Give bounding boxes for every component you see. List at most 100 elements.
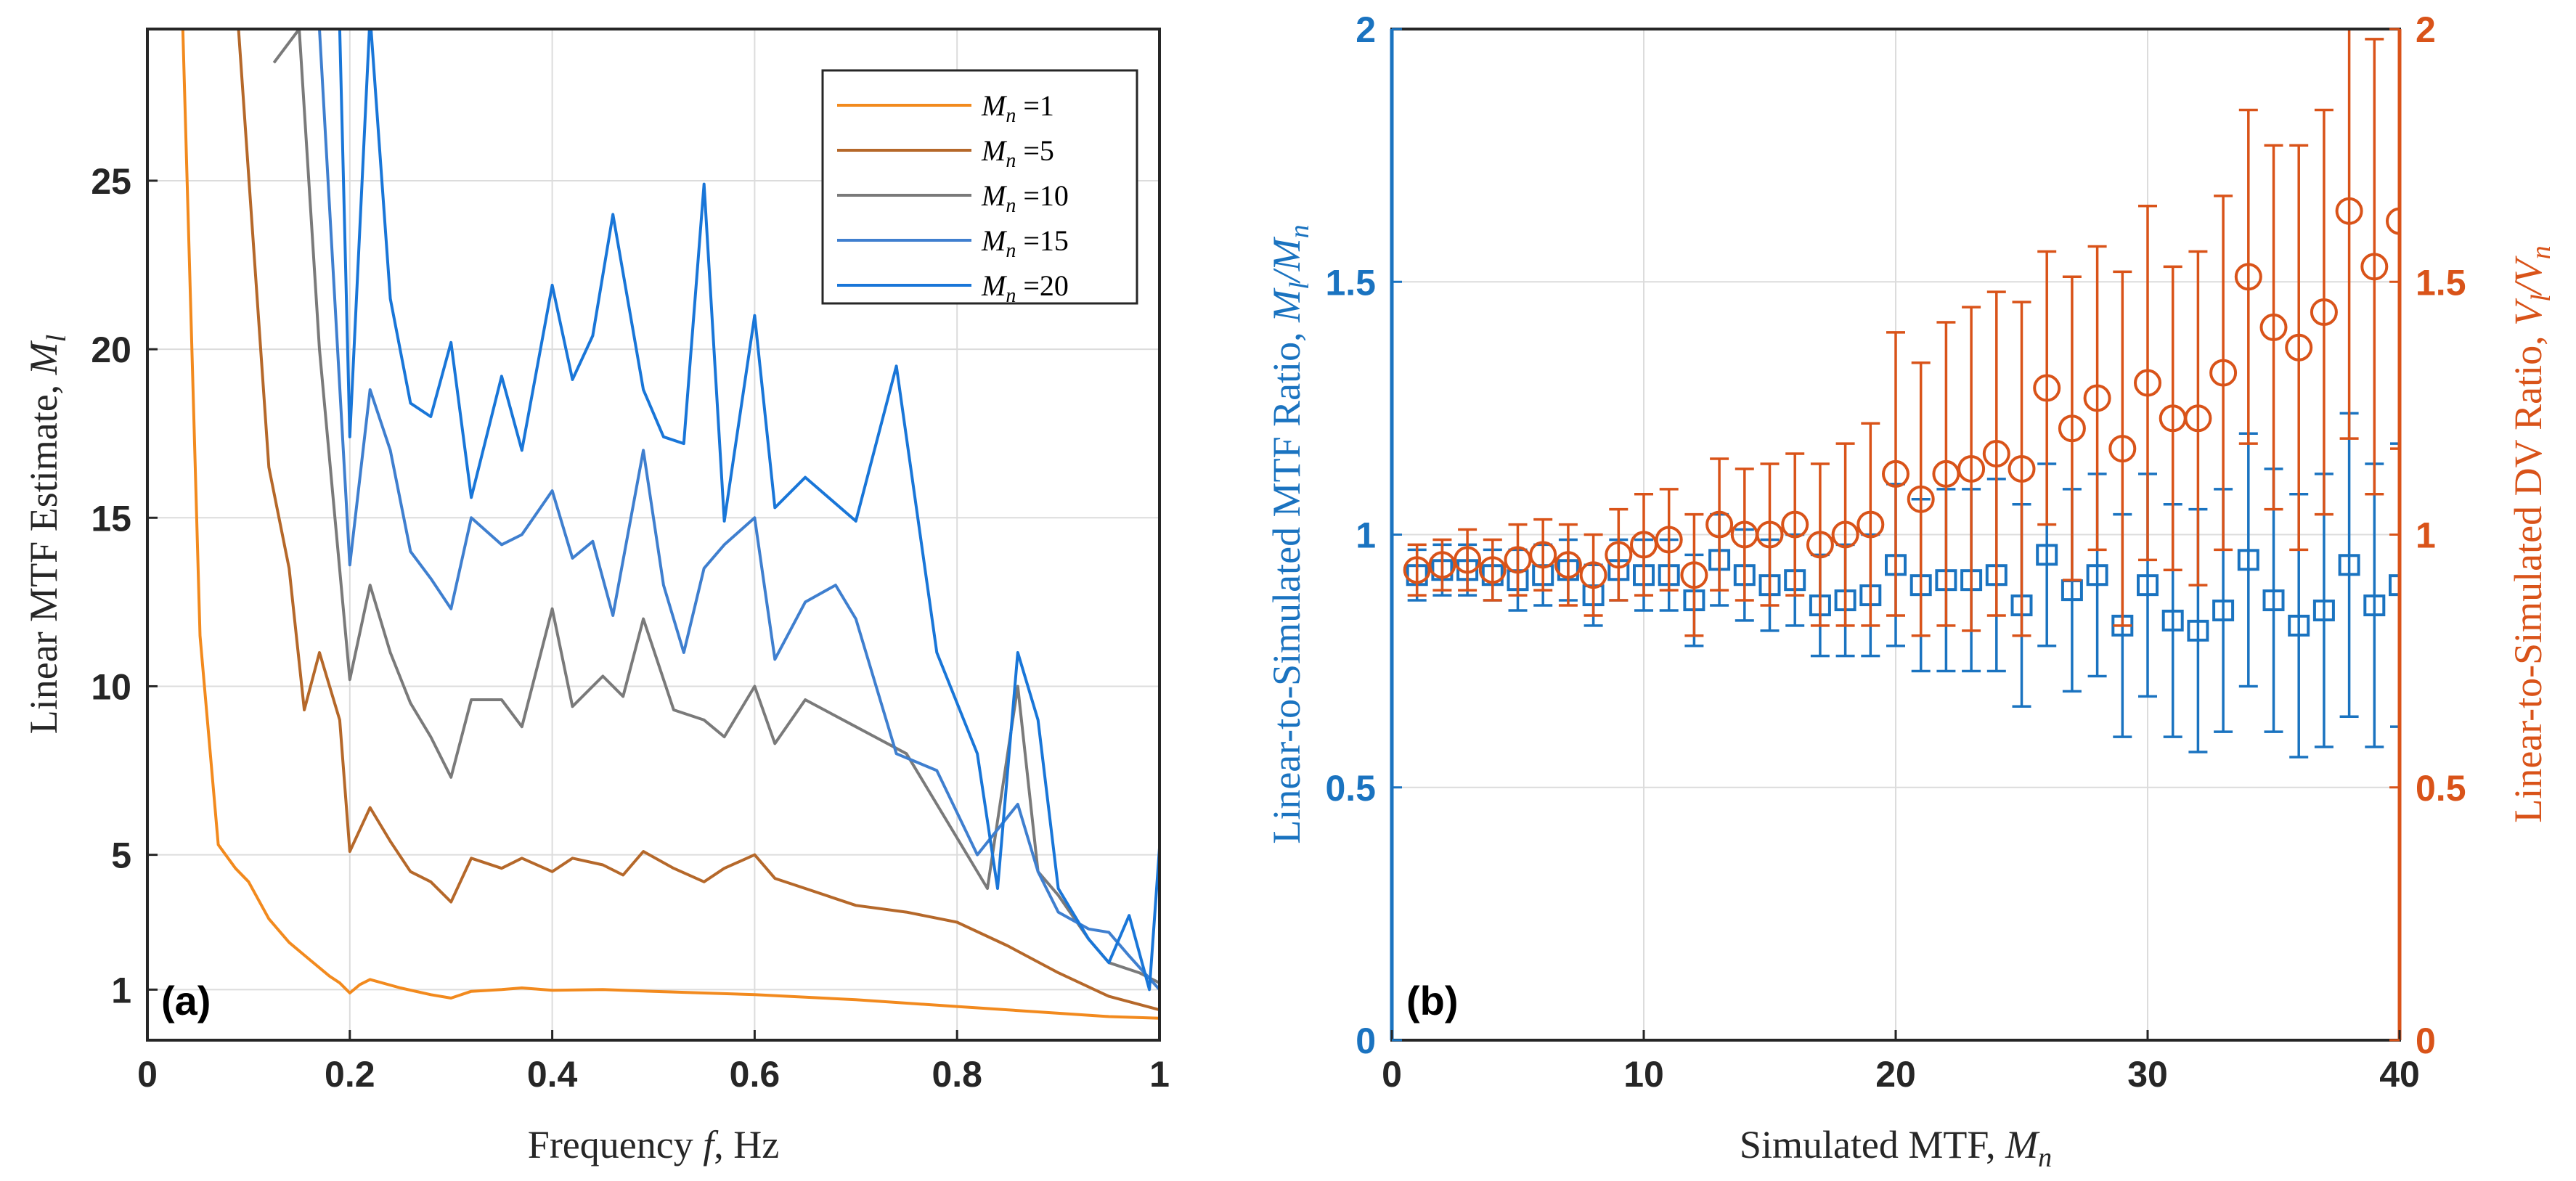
chart-b-point-circle [2234, 263, 2262, 291]
chart-b-point-circle [2285, 333, 2313, 361]
chart-b-point-circle [2360, 253, 2389, 281]
chart-a-ylabel: Linear MTF Estimate, Ml [22, 335, 72, 734]
chart-a-series-line-1 [181, 29, 1159, 1020]
chart-b-xtick-label: 0 [1382, 1054, 1402, 1095]
chart-a-xlabel: Frequency f, Hz [528, 1123, 779, 1166]
chart-b-point-circle [1856, 510, 1885, 539]
chart-b-point-square [2262, 589, 2285, 612]
chart-b-point-circle [2310, 298, 2338, 327]
chart-b-point-square [2187, 619, 2209, 642]
chart-b-ytick-right-label: 1 [2416, 515, 2436, 556]
chart-b-point-circle [1882, 459, 1909, 488]
chart-b-point-circle [1831, 520, 1859, 549]
chart-a-xtick-label: 0.4 [527, 1054, 578, 1095]
chart-b-point-circle [1756, 520, 1784, 549]
chart-a-ytick-label: 20 [91, 330, 131, 370]
chart-a-xtick-label: 0.2 [325, 1054, 375, 1095]
chart-a-frame [146, 28, 1161, 1042]
chart-b-point-circle [2108, 435, 2137, 463]
chart-b-series-dv-ratio [1403, 29, 2400, 637]
chart-b-ytick-right-label: 2 [2416, 9, 2436, 50]
chart-b-ytick-left-label: 0.5 [1325, 768, 1376, 809]
chart-a-ytick-label: 10 [91, 666, 131, 707]
chart-b-point-circle [1428, 551, 1456, 579]
chart-a-series-line-3 [272, 29, 1159, 984]
chart-b-point-circle [1680, 561, 1708, 589]
chart-a-legend-label: Mn =1 [981, 89, 1054, 127]
chart-b-point-circle [1403, 556, 1431, 584]
chart-b-point-square [2312, 599, 2335, 621]
chart-b-point-circle [1932, 459, 1960, 488]
chart-b-point-square [2086, 564, 2108, 587]
chart-b-ytick-right-label: 0.5 [2416, 768, 2466, 809]
chart-b-ytick-left-label: 1 [1356, 515, 1376, 556]
chart-b-xtick-label: 40 [2379, 1054, 2420, 1095]
chart-a-legend-label: Mn =20 [981, 269, 1069, 307]
chart-a-panel-label: (a) [161, 978, 211, 1023]
chart-b-point-circle [1806, 531, 1834, 559]
chart-b-xtick-label: 20 [1875, 1054, 1916, 1095]
chart-b-point-circle [1705, 510, 1734, 539]
chart-a-ytick-label: 1 [111, 970, 131, 1010]
chart-b-ylabel-right: Linear-to-Simulated DV Ratio, Vl/Vn [2506, 245, 2556, 822]
chart-a-legend-label: Mn =10 [981, 179, 1069, 217]
chart-b-point-square [2237, 549, 2259, 571]
chart-b-point-circle [2033, 374, 2061, 402]
chart-b-point-square [2036, 544, 2058, 566]
chart-b-point-circle [2184, 404, 2212, 433]
chart-b-point-circle [2058, 414, 2086, 443]
chart-a-ytick-label: 15 [91, 498, 131, 539]
chart-a-ytick-label: 25 [91, 161, 131, 202]
chart-b-series [1403, 29, 2400, 759]
chart-b-point-circle [1478, 556, 1507, 584]
chart-a-series [181, 29, 1159, 1020]
chart-b-point-circle [2008, 454, 2036, 483]
chart-a-series-line-5 [338, 29, 1159, 992]
chart-b-point-circle [2386, 207, 2400, 235]
chart-b-xtick-label: 30 [2127, 1054, 2168, 1095]
chart-b-point-circle [1454, 546, 1482, 574]
chart-b-point-circle [2335, 197, 2363, 225]
chart-b-ytick-left-label: 1.5 [1325, 262, 1376, 303]
chart-b-point-square [2212, 599, 2235, 621]
chart-b-point-circle [2209, 359, 2238, 387]
chart-b-point-square [2137, 574, 2159, 597]
chart-b-point-circle [1529, 541, 1557, 569]
chart-b-point-circle [1655, 526, 1683, 554]
chart-a-xtick-label: 1 [1149, 1054, 1170, 1095]
chart-a-series-line-4 [318, 29, 1159, 991]
chart-a-series-line-2 [237, 29, 1159, 1012]
chart-a-ytick-label: 5 [111, 835, 131, 876]
chart-b-point-circle [1630, 531, 1658, 559]
chart-b-point-circle [2259, 313, 2288, 341]
chart-a-xtick-label: 0.6 [730, 1054, 780, 1095]
chart-a-legend-box [821, 69, 1138, 305]
chart-b-point-square [2161, 609, 2184, 632]
chart-b-point-circle [1605, 541, 1633, 569]
chart-b-point-circle [1781, 510, 1809, 539]
chart-a-legend-label: Mn =5 [981, 134, 1054, 172]
chart-a-legend: Mn =1 Mn =5 Mn =10 Mn =15 Mn =20 [821, 69, 1138, 307]
chart-b-panel-label: (b) [1406, 978, 1459, 1023]
chart-b-ytick-right-label: 1.5 [2416, 262, 2466, 303]
chart-b-point-circle [2083, 384, 2111, 412]
chart-b-point-circle [1579, 561, 1607, 589]
chart-b-point-square [2389, 574, 2400, 597]
chart-a-xtick-label: 0 [137, 1054, 158, 1095]
chart-b-ytick-left-label: 2 [1356, 9, 1376, 50]
chart-b-point-square [2288, 614, 2310, 637]
chart-b-ytick-left-label: 0 [1356, 1021, 1376, 1061]
chart-b-point-circle [1982, 440, 2010, 468]
chart-b-ytick-right-label: 0 [2416, 1021, 2436, 1061]
chart-b-point-circle [1504, 546, 1532, 574]
chart-a-xtick-label: 0.8 [932, 1054, 982, 1095]
chart-b-point-circle [1554, 551, 1582, 579]
chart-a-legend-label: Mn =15 [981, 224, 1069, 262]
chart-b-xlabel: Simulated MTF, Mn [1740, 1123, 2052, 1173]
chart-b-point-circle [1907, 485, 1935, 513]
